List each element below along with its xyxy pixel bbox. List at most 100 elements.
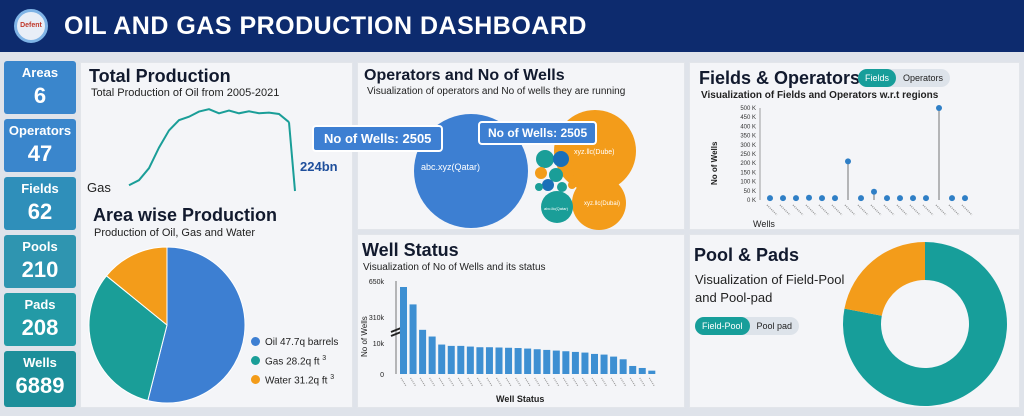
bubble-small[interactable] [549,168,563,182]
area-production-title: Area wise Production [93,205,278,225]
total-production-subtitle: Total Production of Oil from 2005-2021 [91,87,280,99]
kpi-pads[interactable]: Pads 208 [4,293,76,346]
ws-xtick [601,377,608,387]
area-production-pie[interactable] [81,239,251,409]
ws-ytick: 0 [380,372,384,379]
fields-operators-toggle[interactable]: Fields Operators [858,69,951,87]
kpi-value: 6 [33,83,47,108]
kpi-value: 6889 [15,373,65,398]
kpi-label: Areas [21,65,59,80]
bubble-label-xyz-llc-dubai: xyz.llc(Dubai) [584,201,620,207]
ws-bar [447,345,455,374]
fo-point [871,188,877,195]
gas-series-label: Gas [87,180,111,195]
fo-xtick [792,204,804,216]
fo-xtick [883,204,895,216]
bubble-small[interactable] [536,150,554,168]
ws-bar [438,344,446,374]
bubble-small[interactable] [568,181,576,189]
pool-pads-toggle[interactable]: Field-Pool Pool pad [695,317,800,335]
total-production-chart[interactable] [81,93,354,203]
fo-xlabel: Wells [753,219,775,229]
total-production-title: Total Production [89,66,231,86]
bubble-small[interactable] [542,179,554,191]
toggle-pool-pad[interactable]: Pool pad [756,321,793,331]
kpi-wells[interactable]: Wells 6889 [4,351,76,407]
company-logo[interactable]: Defent [14,9,48,43]
fo-point [806,194,812,201]
ws-bar [514,348,522,374]
fo-xtick [922,204,934,216]
bubble-small[interactable] [557,182,567,192]
toggle-operators[interactable]: Operators [903,73,944,83]
area-production-subtitle: Production of Oil, Gas and Water [94,227,255,239]
kpi-pools[interactable]: Pools 210 [4,235,76,288]
ws-xtick [410,377,417,387]
bubble-small[interactable] [535,183,543,191]
fo-ytick: 100 K [740,180,756,186]
ws-bar [409,304,417,374]
fo-xtick [935,204,947,216]
ws-xtick [591,377,598,387]
bubble-small[interactable] [535,167,547,179]
fo-xtick [909,204,921,216]
toggle-field-pool[interactable]: Field-Pool [695,317,750,335]
ws-xtick [486,377,493,387]
ws-bar [600,354,608,374]
ws-xtick [553,377,560,387]
fo-ytick: 200 K [740,161,756,167]
fo-point [793,195,799,202]
fo-ytick: 500 K [740,106,756,112]
fo-xtick [896,204,908,216]
pool-pads-title: Pool & Pads [694,245,800,265]
kpi-areas[interactable]: Areas 6 [4,61,76,114]
pie-slice-water [105,246,168,327]
fo-point [845,158,851,165]
kpi-value: 208 [21,315,59,340]
operators-subtitle: Visualization of operators and No of wel… [367,86,626,97]
legend-oil[interactable]: Oil 47.7q barrels [251,337,338,348]
fo-xtick [961,204,973,216]
fo-xtick [870,204,882,216]
bubble-small[interactable] [553,151,569,167]
bubble-label-xyz-llc-dube: xyz.llc(Dube) [574,149,614,156]
kpi-fields[interactable]: Fields 62 [4,177,76,230]
bubble-abc-llc-qatar[interactable] [541,191,573,223]
ws-bar [466,346,474,374]
ws-bar [581,352,589,374]
fo-point [819,195,825,202]
ws-bar [476,347,484,374]
fo-point [832,195,838,202]
ws-bar [495,347,503,374]
ws-xtick [562,377,569,387]
ws-bar [571,351,579,374]
fields-operators-title: Fields & Operators [699,68,861,88]
well-status-chart[interactable]: 650k 310k 10k 0 No of Wells Well Status [358,235,686,409]
ws-xtick [495,377,503,387]
kpi-operators[interactable]: Operators 47 [4,119,76,172]
bubble-label-abc-xyz-qatar: abc.xyz(Qatar) [421,162,480,172]
fo-ytick: 50 K [744,189,756,195]
ws-xtick [476,377,483,387]
ws-bar [619,359,627,374]
pool-pads-donut[interactable] [838,235,1018,409]
fo-xtick [779,204,791,216]
total-production-end-value: 224bn [300,159,338,174]
fo-ytick: 450 K [740,115,756,121]
legend-water[interactable]: Water 31.2q ft 3 [251,374,334,386]
bubble-xyz-llc-dubai[interactable] [572,176,626,230]
ws-bar [648,370,656,374]
bubble-small[interactable] [564,168,574,178]
toggle-fields[interactable]: Fields [858,69,897,87]
fo-xtick [766,204,778,216]
ws-xtick [505,377,512,387]
ws-axis-break [390,327,402,333]
ws-xtick [438,377,445,387]
production-panel: Total Production Total Production of Oil… [80,62,353,408]
ws-bar [562,351,570,374]
ws-bar [552,350,560,374]
fo-point [780,195,786,202]
fields-operators-chart[interactable]: 500 K 450 K 400 K 350 K 300 K 250 K 200 K 150 K… [690,63,1021,231]
legend-gas[interactable]: Gas 28.2q ft 3 [251,355,326,367]
ws-bar [591,353,598,374]
